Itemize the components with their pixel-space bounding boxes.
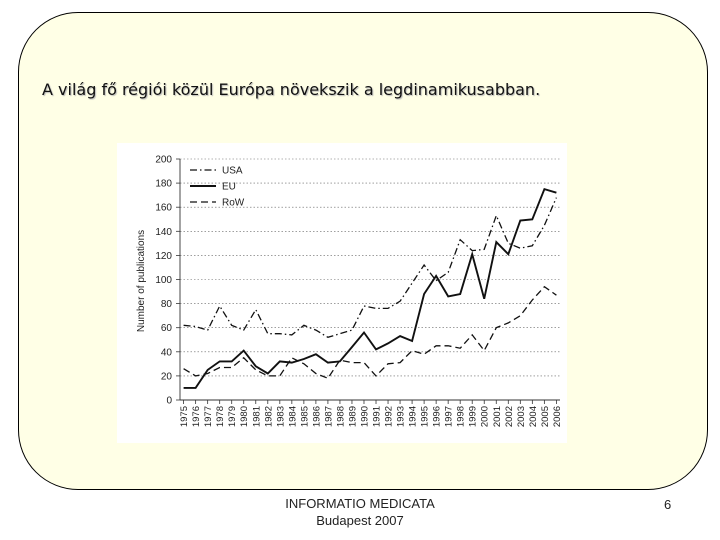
x-tick-label: 1999 (468, 406, 479, 427)
x-tick-label: 1975 (179, 406, 190, 427)
x-tick-label: 2002 (504, 406, 515, 427)
page-number: 6 (664, 497, 672, 512)
y-tick-label: 120 (155, 251, 172, 262)
y-tick-label: 140 (155, 227, 172, 238)
legend-label: RoW (222, 198, 245, 209)
series-line-usa (183, 197, 557, 339)
x-tick-label: 1983 (275, 406, 286, 427)
x-tick-label: 1992 (384, 406, 395, 427)
x-tick-label: 2006 (552, 406, 563, 427)
footer-line-1: INFORMATIO MEDICATA (285, 496, 435, 511)
y-tick-label: 60 (161, 323, 173, 334)
line-chart: 0 20 40 60 80 100 120 140 160 180 200 1975 1976 1977… (136, 155, 563, 428)
legend-item-row: RoW (190, 198, 245, 209)
x-tick-label: 1994 (408, 406, 419, 427)
x-tick-label: 1988 (335, 406, 346, 427)
legend-label: USA (222, 166, 243, 177)
x-tick-label: 2004 (528, 406, 539, 427)
y-tick-label: 160 (155, 203, 172, 214)
chart-container: 0 20 40 60 80 100 120 140 160 180 200 1975 1976 1977… (117, 143, 567, 443)
x-tick-label: 1997 (444, 406, 455, 427)
x-tick-label: 1978 (215, 406, 226, 427)
footer-caption: INFORMATIO MEDICATA Budapest 2007 (250, 495, 470, 529)
legend-item-usa: USA (190, 166, 243, 177)
series-lines (183, 187, 557, 389)
y-tick-label: 0 (166, 396, 172, 407)
legend-label: EU (222, 182, 236, 193)
grid-lines (180, 158, 560, 377)
y-axis-label: Number of publications (136, 230, 147, 332)
y-tick-label: 20 (161, 371, 173, 382)
y-tick-label: 40 (161, 347, 173, 358)
x-tick-label: 2005 (540, 406, 551, 427)
x-tick-label: 1984 (287, 406, 298, 427)
y-tick-label: 80 (161, 299, 173, 310)
x-tick-label: 1989 (347, 406, 358, 427)
x-tick-label: 1980 (239, 406, 250, 427)
x-tick-label: 2001 (492, 406, 503, 427)
legend-item-eu: EU (190, 182, 236, 193)
x-tick-label: 2000 (480, 406, 491, 427)
x-tick-label: 1995 (420, 406, 431, 427)
x-tick-label: 2003 (516, 406, 527, 427)
y-tick-label: 180 (155, 179, 172, 190)
x-tick-label: 1985 (299, 406, 310, 427)
legend: USA EU RoW (190, 166, 245, 209)
x-tick-labels: 1975 1976 1977 1978 1979 1980 1981 1982 1983 1984… (179, 406, 563, 427)
x-tick-label: 1982 (263, 406, 274, 427)
x-tick-label: 1979 (227, 406, 238, 427)
x-tick-label: 1993 (396, 406, 407, 427)
x-tick-label: 1987 (323, 406, 334, 427)
series-line-row (183, 285, 557, 380)
series-line-eu (183, 187, 557, 389)
y-tick-labels: 0 20 40 60 80 100 120 140 160 180 200 (155, 155, 172, 407)
x-tick-label: 1976 (191, 406, 202, 427)
y-tick-label: 200 (155, 155, 172, 166)
x-tick-label: 1981 (251, 406, 262, 427)
footer-line-2: Budapest 2007 (316, 513, 404, 528)
x-tick-label: 1990 (359, 406, 370, 427)
x-tick-label: 1991 (372, 406, 383, 427)
y-tick-label: 100 (155, 275, 172, 286)
x-tick-label: 1996 (432, 406, 443, 427)
x-tick-label: 1977 (203, 406, 214, 427)
slide-title: A világ fő régiói közül Európa növekszik… (42, 80, 541, 99)
axes (176, 158, 560, 404)
x-tick-label: 1998 (456, 406, 467, 427)
x-tick-label: 1986 (311, 406, 322, 427)
